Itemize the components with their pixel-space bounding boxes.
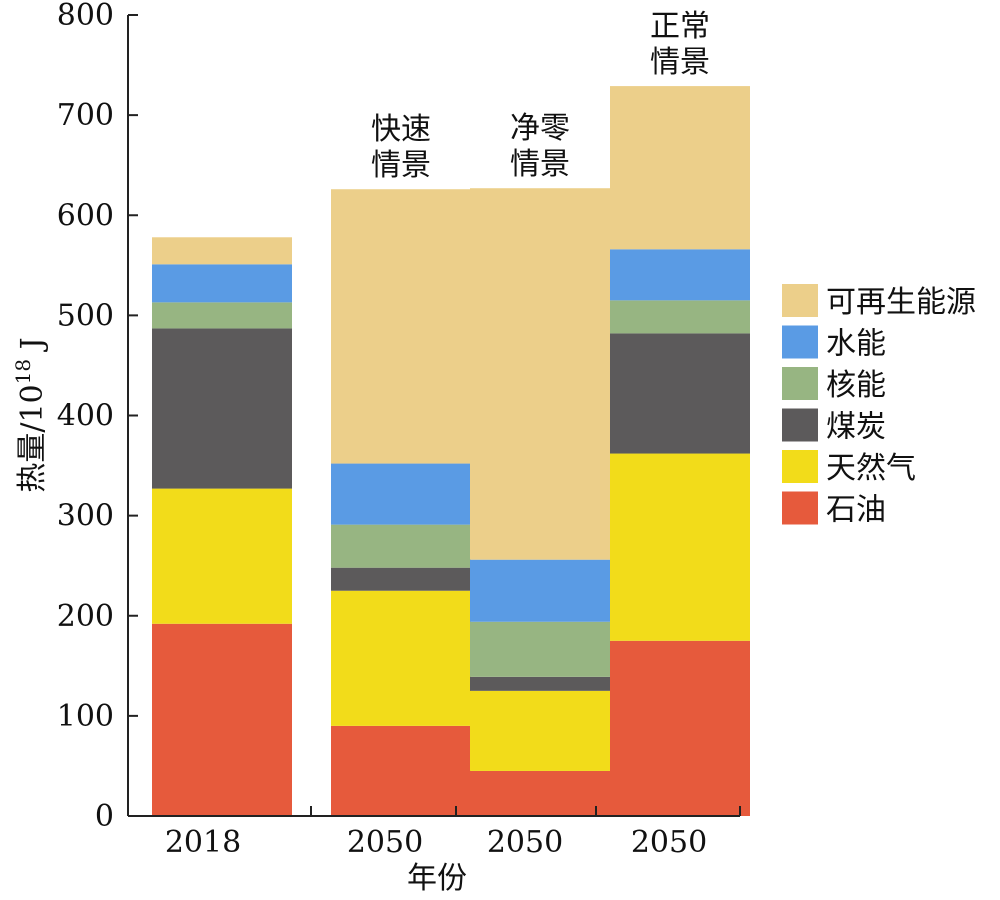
x-tick-label: 2050 <box>631 825 707 860</box>
y-tick-label: 400 <box>57 399 114 434</box>
bar-annotation: 快速 <box>371 112 431 147</box>
legend-swatch <box>782 491 818 525</box>
x-tick-label: 2018 <box>165 825 241 860</box>
bar-annotation: 情景 <box>650 45 710 80</box>
legend-label: 水能 <box>826 327 886 362</box>
y-axis-title-unit: J <box>15 337 50 359</box>
bar-segment-3-可再生能源 <box>470 188 610 560</box>
y-tick-label: 800 <box>57 0 114 33</box>
y-tick-label: 0 <box>95 799 114 834</box>
bar-annotation: 正常 <box>650 9 710 44</box>
legend-label: 可再生能源 <box>826 285 976 320</box>
bar-segment-2-煤炭 <box>331 567 471 591</box>
bar-segment-3-核能 <box>470 621 610 677</box>
bar-segment-2-可再生能源 <box>331 189 471 464</box>
y-axis-title: 热量/1018 J <box>11 337 50 492</box>
bar-segment-1-核能 <box>152 302 292 329</box>
x-tick-label: 2050 <box>487 825 563 860</box>
legend-label: 核能 <box>826 368 886 403</box>
legend-label: 天然气 <box>826 451 916 486</box>
bar-segment-3-石油 <box>470 770 610 816</box>
bar-segment-3-天然气 <box>470 690 610 771</box>
bars-layer <box>152 86 750 816</box>
bar-segment-1-煤炭 <box>152 328 292 489</box>
y-tick-label: 100 <box>57 699 114 734</box>
bar-segment-4-煤炭 <box>610 333 750 454</box>
legend-swatch <box>782 284 818 317</box>
legend-swatch <box>782 325 818 359</box>
bar-segment-4-天然气 <box>610 453 750 641</box>
bar-segment-2-水能 <box>331 463 471 525</box>
bar-segment-3-煤炭 <box>470 676 610 691</box>
legend-swatch <box>782 450 818 483</box>
y-tick-label: 700 <box>57 98 114 133</box>
bar-segment-2-天然气 <box>331 590 471 726</box>
bar-segment-1-水能 <box>152 264 292 303</box>
x-tick-label: 2050 <box>347 825 423 860</box>
x-axis-title: 年份 <box>407 861 467 896</box>
bar-segment-4-核能 <box>610 300 750 334</box>
y-tick-label: 300 <box>57 499 114 534</box>
bar-segment-3-水能 <box>470 559 610 622</box>
legend-swatch <box>782 408 818 442</box>
bar-segment-2-核能 <box>331 524 471 568</box>
bar-segment-4-可再生能源 <box>610 86 750 250</box>
bar-segment-4-水能 <box>610 249 750 301</box>
y-tick-label: 200 <box>57 599 114 634</box>
y-tick-label: 600 <box>57 198 114 233</box>
legend-label: 石油 <box>826 493 886 528</box>
bar-segment-1-石油 <box>152 623 292 816</box>
legend-swatch <box>782 367 818 400</box>
bar-annotation: 情景 <box>371 148 431 183</box>
legend-label: 煤炭 <box>826 410 886 445</box>
bar-segment-1-天然气 <box>152 488 292 624</box>
y-tick-label: 500 <box>57 298 114 333</box>
bar-segment-4-石油 <box>610 640 750 816</box>
y-axis-title-superscript: 18 <box>11 359 35 384</box>
axes-layer: 0 100 200 300 400 500 600 700 800 <box>57 0 741 834</box>
bar-segment-1-可再生能源 <box>152 237 292 265</box>
bar-segment-2-石油 <box>331 725 471 816</box>
bar-annotation: 情景 <box>510 147 570 182</box>
bar-annotation: 净零 <box>510 111 570 146</box>
